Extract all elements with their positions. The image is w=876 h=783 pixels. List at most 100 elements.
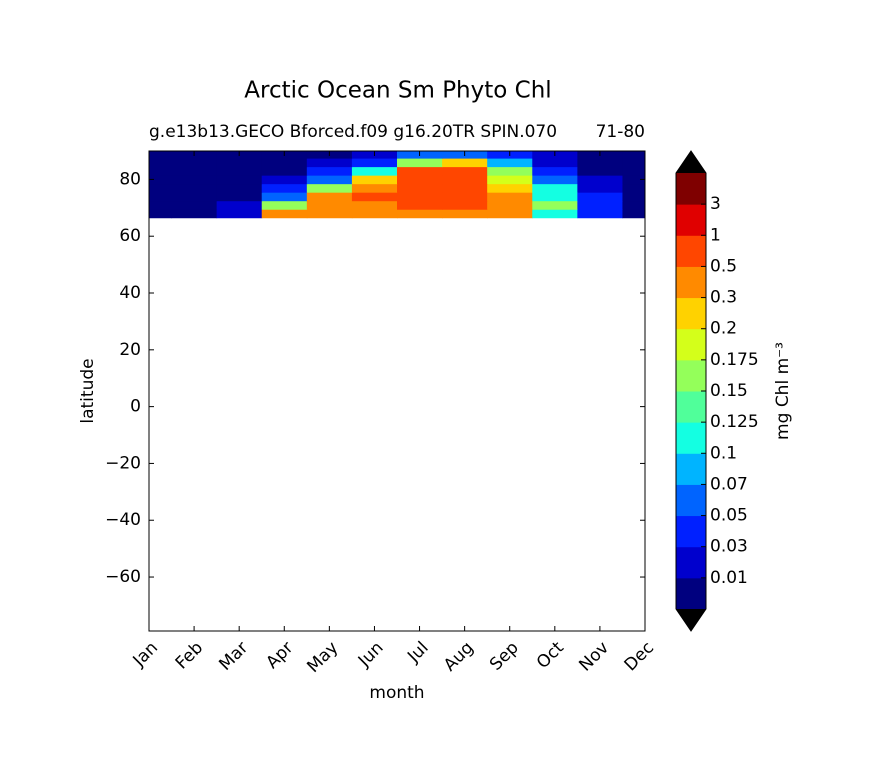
contour-cell xyxy=(306,209,353,219)
contour-cell xyxy=(487,200,533,210)
colorbar-tick-label: 0.2 xyxy=(710,319,737,339)
colorbar-bin xyxy=(676,297,706,330)
contour-cell xyxy=(216,200,263,210)
colorbar-bin xyxy=(676,391,706,423)
contour-cell xyxy=(622,175,645,185)
colorbar-bin xyxy=(676,577,706,610)
contour-cell xyxy=(577,183,623,193)
contour-cell xyxy=(532,166,578,176)
y-tick-label: −40 xyxy=(105,510,141,530)
contour-cell xyxy=(397,183,443,193)
contour-cell xyxy=(306,192,353,202)
x-tick-label: Apr xyxy=(262,638,297,673)
colorbar-bin xyxy=(676,328,706,361)
contour-cell xyxy=(351,158,398,168)
x-tick-label: Aug xyxy=(440,638,478,676)
contour-cell xyxy=(532,158,578,168)
chart-subtitle: 71-80 xyxy=(596,122,645,142)
colorbar-bin xyxy=(676,422,706,454)
contour-cell xyxy=(397,192,443,202)
contour-cell xyxy=(442,209,488,219)
x-tick-label: Nov xyxy=(575,638,613,676)
contour-cell xyxy=(532,200,578,210)
colorbar-tick-label: 0.05 xyxy=(710,506,748,526)
colorbar-tick-label: 0.1 xyxy=(710,443,737,463)
colorbar-bin xyxy=(676,453,706,485)
y-axis-label: latitude xyxy=(78,358,98,423)
contour-cell xyxy=(487,192,533,202)
contour-cell xyxy=(577,209,623,219)
colorbar-bin xyxy=(676,546,706,579)
chart-subtitle: g.e13b13.GECO Bforced.f09 g16.20TR SPIN.… xyxy=(149,122,557,142)
contour-cell xyxy=(216,192,263,202)
contour-cell xyxy=(149,183,173,193)
contour-cell xyxy=(171,200,218,210)
contour-cell xyxy=(351,200,398,210)
contour-cell xyxy=(261,175,308,185)
contour-cell xyxy=(577,158,623,168)
contour-cell xyxy=(306,183,353,193)
y-tick-label: −20 xyxy=(105,453,141,473)
y-tick-label: 60 xyxy=(119,226,141,246)
contour-cell xyxy=(487,166,533,176)
contour-cell xyxy=(306,200,353,210)
contour-cell xyxy=(622,192,645,202)
x-tick-label: Feb xyxy=(172,638,207,673)
contour-cell xyxy=(442,192,488,202)
contour-cell xyxy=(442,183,488,193)
x-axis-label: month xyxy=(369,683,424,703)
colorbar-extend xyxy=(676,151,706,173)
contour-cell xyxy=(532,183,578,193)
contour-cell xyxy=(622,158,645,168)
contour-cell xyxy=(149,151,173,159)
x-tick-label: Jul xyxy=(403,638,432,667)
colorbar-tick-label: 0.5 xyxy=(710,256,737,276)
contour-cell xyxy=(351,209,398,219)
contour-cell xyxy=(532,209,578,219)
colorbar-tick-label: 0.07 xyxy=(710,474,748,494)
contour-cell xyxy=(261,166,308,176)
contour-field xyxy=(149,151,645,219)
colorbar-label: mg Chl m⁻³ xyxy=(773,342,793,440)
contour-cell xyxy=(171,192,218,202)
colorbar-bin xyxy=(676,484,706,517)
contour-cell xyxy=(216,158,263,168)
contour-cell xyxy=(306,175,353,185)
contour-cell xyxy=(397,158,443,168)
contour-cell xyxy=(261,158,308,168)
contour-cell xyxy=(216,209,263,219)
contour-cell xyxy=(216,183,263,193)
contour-cell xyxy=(261,192,308,202)
contour-cell xyxy=(442,175,488,185)
x-tick-label: Jan xyxy=(129,638,162,671)
contour-cell xyxy=(622,183,645,193)
x-tick-label: Oct xyxy=(533,638,568,673)
y-tick-label: 80 xyxy=(119,169,141,189)
contour-cell xyxy=(261,209,308,219)
colorbar-tick-label: 3 xyxy=(710,194,721,214)
colorbar-frame xyxy=(675,150,707,632)
contour-cell xyxy=(351,166,398,176)
colorbar-bin xyxy=(676,266,706,299)
contour-cell xyxy=(171,158,218,168)
contour-cell xyxy=(149,209,173,219)
contour-cell xyxy=(577,175,623,185)
plot-frame xyxy=(148,150,646,632)
contour-cell xyxy=(351,175,398,185)
x-tick-label: Jun xyxy=(354,638,388,672)
colorbar-bin xyxy=(676,204,706,236)
colorbar-tick-label: 0.15 xyxy=(710,381,748,401)
colorbar-tick-label: 0.3 xyxy=(710,288,737,308)
contour-cell xyxy=(261,200,308,210)
y-tick-label: 40 xyxy=(119,283,141,303)
contour-cell xyxy=(532,192,578,202)
contour-cell xyxy=(397,175,443,185)
x-tick-label: Dec xyxy=(621,638,658,675)
colorbar-bin xyxy=(676,235,706,267)
contour-cell xyxy=(487,175,533,185)
y-tick-label: −60 xyxy=(105,567,141,587)
contour-cell xyxy=(622,209,645,219)
contour-cell xyxy=(171,209,218,219)
contour-cell xyxy=(171,175,218,185)
